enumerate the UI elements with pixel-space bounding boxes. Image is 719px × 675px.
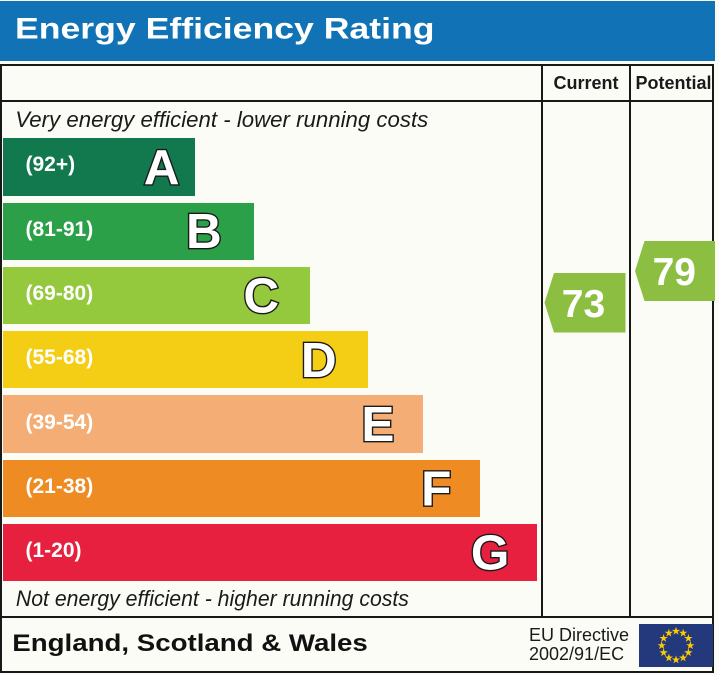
svg-text:C: C — [243, 269, 279, 324]
svg-text:B: B — [186, 204, 222, 259]
svg-text:Energy Efficiency Rating: Energy Efficiency Rating — [15, 12, 435, 45]
svg-text:73: 73 — [562, 283, 605, 326]
svg-text:F: F — [421, 461, 451, 516]
svg-text:Not energy efficient - higher: Not energy efficient - higher running co… — [16, 586, 409, 611]
svg-text:England, Scotland & Wales: England, Scotland & Wales — [12, 630, 368, 657]
svg-text:E: E — [361, 397, 394, 452]
svg-text:A: A — [144, 140, 180, 195]
svg-text:G: G — [471, 526, 510, 581]
svg-text:Very energy efficient - lower: Very energy efficient - lower running co… — [15, 107, 428, 132]
svg-text:79: 79 — [653, 251, 696, 294]
svg-text:D: D — [301, 333, 337, 388]
